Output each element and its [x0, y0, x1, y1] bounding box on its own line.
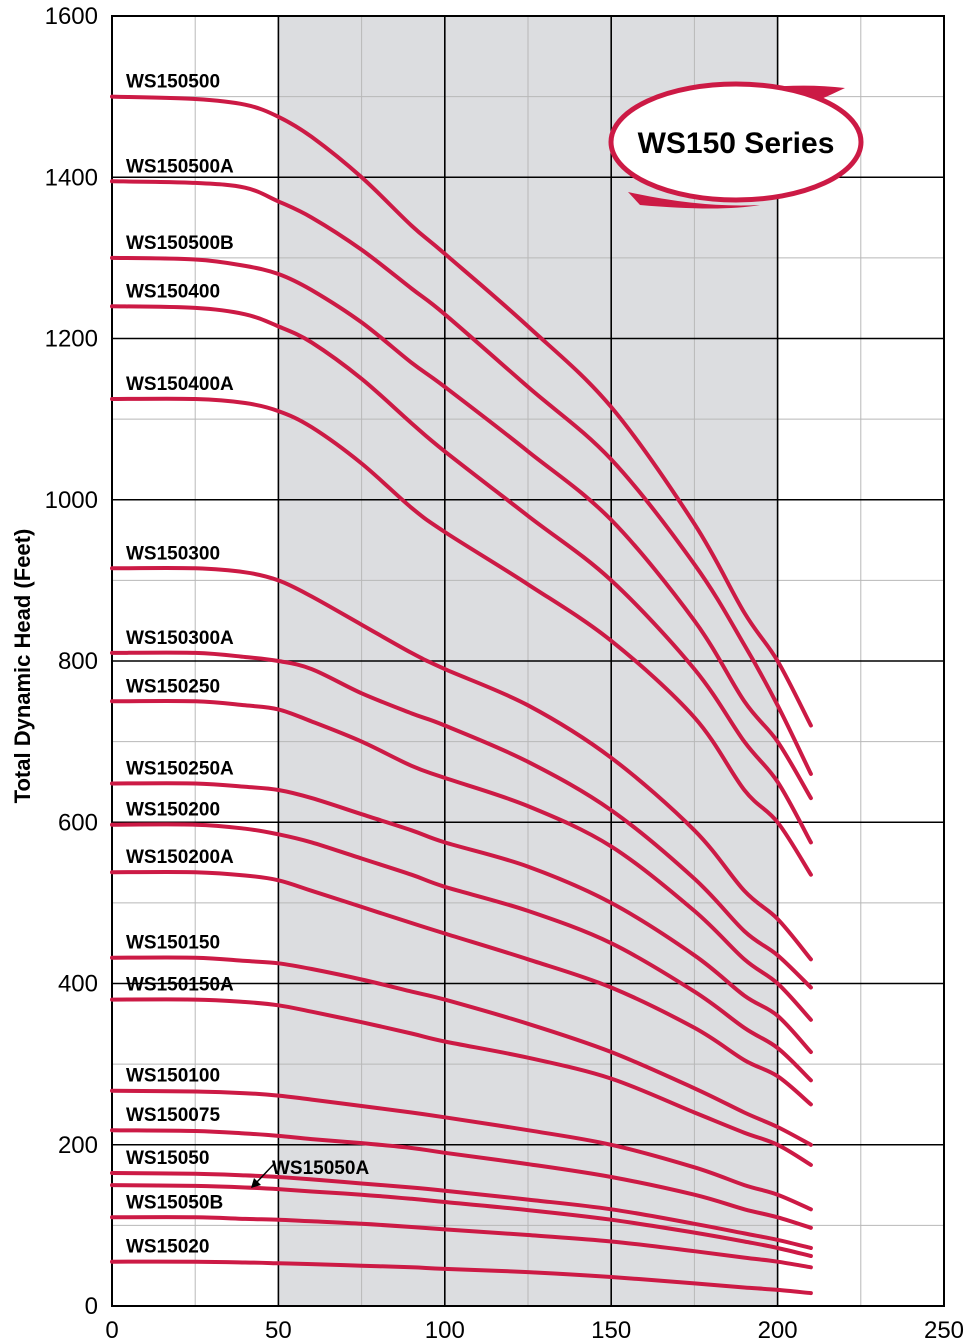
- y-tick-label: 400: [58, 971, 98, 998]
- pump-curve-ws150150a: [110, 997, 813, 1167]
- series-label-ws150100: WS150100: [126, 1066, 220, 1087]
- series-badge: WS150 Series: [608, 81, 864, 209]
- y-tick-label: 200: [58, 1132, 98, 1159]
- series-label-ws150300a: WS150300A: [126, 628, 234, 649]
- grid: [111, 15, 945, 1307]
- series-label-ws15050a: WS15050A: [272, 1158, 369, 1179]
- x-tick-label: 50: [265, 1317, 292, 1343]
- series-label-ws15020: WS15020: [126, 1237, 209, 1258]
- x-tick-label: 250: [924, 1317, 964, 1343]
- pump-curve-ws150500b: [110, 255, 813, 801]
- plot-frame: [111, 15, 945, 1307]
- series-label-ws150150a: WS150150A: [126, 975, 234, 996]
- pump-curve-ws150500: [110, 94, 813, 728]
- badge-swoosh-bottom: [628, 192, 760, 209]
- series-label-ws150200a: WS150200A: [126, 847, 234, 868]
- y-tick-label: 0: [85, 1293, 98, 1320]
- pump-curve-ws150300: [110, 565, 813, 962]
- series-label-ws150500a: WS150500A: [126, 156, 234, 177]
- series-label-ws150300: WS150300: [126, 543, 220, 564]
- series-label-ws150500b: WS150500B: [126, 233, 234, 254]
- pump-curves: [110, 94, 813, 1296]
- series-label-ws150250: WS150250: [126, 676, 220, 697]
- callout-line: [255, 1163, 275, 1184]
- y-tick-label: 1400: [45, 164, 98, 191]
- pump-curve-ws150075: [110, 1128, 813, 1230]
- series-label-ws15050: WS15050: [126, 1148, 209, 1169]
- pump-curve-ws150400a: [110, 396, 813, 877]
- x-tick-label: 150: [591, 1317, 631, 1343]
- series-label-ws15050b: WS15050B: [126, 1192, 223, 1213]
- y-tick-label: 1200: [45, 326, 98, 353]
- series-labels: WS150500 WS150500A WS150500B WS150400 WS1504…: [126, 72, 369, 1258]
- series-label-ws150200: WS150200: [126, 800, 220, 821]
- pump-curve-ws15050b: [110, 1215, 813, 1270]
- x-tick-label: 200: [758, 1317, 798, 1343]
- pump-curve-ws150250: [110, 698, 813, 1022]
- pump-curve-ws15050a: [110, 1183, 813, 1258]
- series-label-ws150400: WS150400: [126, 281, 220, 302]
- y-axis-label: Total Dynamic Head (Feet): [10, 529, 35, 804]
- x-tick-label: 100: [425, 1317, 465, 1343]
- pump-curve-ws150200: [110, 822, 813, 1083]
- pump-curve-ws150150: [110, 955, 813, 1147]
- pump-curve-ws150500a: [110, 179, 813, 776]
- pump-curve-ws150300a: [110, 650, 813, 990]
- pump-curve-ws15050: [110, 1171, 813, 1250]
- series-label-ws150500: WS150500: [126, 72, 220, 93]
- pump-curve-ws150200a: [110, 869, 813, 1107]
- series-label-ws150250a: WS150250A: [126, 759, 234, 780]
- pump-curve-ws150100: [110, 1088, 813, 1212]
- y-tick-label: 600: [58, 809, 98, 836]
- pump-curve-ws150250a: [110, 781, 813, 1054]
- callout-arrow-icon: [251, 1178, 261, 1188]
- pump-curve-ws15020: [110, 1259, 813, 1296]
- badge-text: WS150 Series: [638, 127, 835, 160]
- pump-curve-ws150400: [110, 304, 813, 845]
- y-tick-label: 1000: [45, 487, 98, 514]
- y-tick-label: 1600: [45, 3, 98, 30]
- y-tick-label: 800: [58, 648, 98, 675]
- badge-ellipse: [608, 81, 864, 203]
- series-label-ws150400a: WS150400A: [126, 374, 234, 395]
- series-label-ws150150: WS150150: [126, 933, 220, 954]
- axis-ticks: 0 50 100 150 200 250 0 200 400 600 800 1000 1200 1400…: [45, 3, 964, 1343]
- x-tick-label: 0: [105, 1317, 118, 1343]
- series-label-ws150075: WS150075: [126, 1105, 220, 1126]
